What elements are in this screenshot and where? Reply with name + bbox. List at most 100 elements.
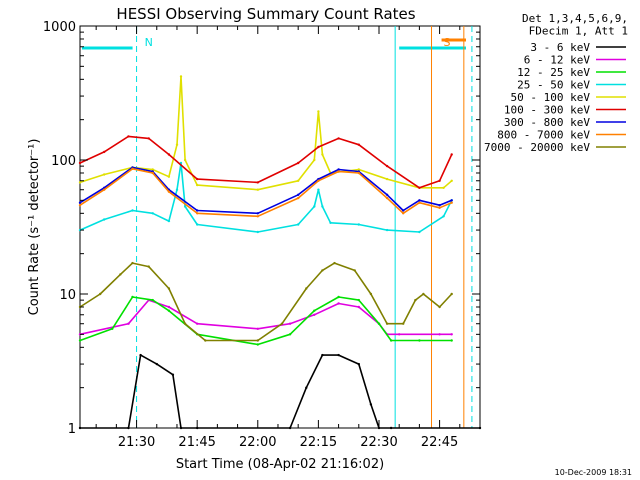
- x-axis: 21:30 21:45 22:00 22:15 22:30 22:45: [95, 26, 481, 450]
- data-point: [256, 339, 259, 342]
- data-point: [99, 292, 102, 296]
- data-point: [256, 188, 259, 191]
- y-tick-label: 1: [68, 422, 76, 437]
- data-point: [179, 426, 183, 430]
- data-point: [256, 215, 259, 218]
- y-tick-label: 100: [51, 154, 76, 169]
- data-point: [402, 322, 405, 325]
- y-axis: 1 10 100 1000: [43, 20, 480, 437]
- legend-entry-label: 25 - 50 keV: [517, 79, 590, 92]
- data-point: [321, 269, 324, 272]
- series-line: [79, 75, 453, 191]
- data-point: [151, 171, 154, 175]
- x-tick-label: 22:45: [421, 435, 458, 450]
- data-point: [147, 137, 150, 140]
- data-point: [297, 179, 300, 182]
- data-point: [353, 269, 356, 272]
- series-group: [78, 353, 482, 430]
- data-point: [297, 193, 300, 196]
- legend-entry-label: 100 - 300 keV: [504, 104, 590, 117]
- data-point: [78, 201, 82, 204]
- data-point: [333, 261, 336, 265]
- data-point: [402, 212, 405, 215]
- data-point: [103, 150, 106, 154]
- series-group: [78, 295, 453, 346]
- data-point: [438, 305, 441, 309]
- plot-area-border: [79, 25, 481, 429]
- data-point: [288, 426, 292, 430]
- data-point: [442, 186, 445, 189]
- data-point: [167, 219, 171, 223]
- series-layer: [78, 75, 482, 430]
- data-point: [103, 218, 106, 221]
- y-tick-label: 10: [59, 288, 76, 303]
- data-point: [442, 215, 445, 218]
- data-point: [127, 426, 130, 430]
- data-point: [450, 333, 453, 336]
- data-point: [297, 223, 300, 226]
- data-point: [131, 261, 134, 265]
- data-point: [389, 339, 393, 342]
- y-tick-label: 1000: [43, 20, 76, 35]
- x-tick-label: 22:15: [300, 435, 337, 450]
- data-point: [369, 403, 373, 406]
- data-point: [369, 292, 373, 296]
- data-point: [317, 110, 320, 113]
- annotation-label: N: [145, 36, 153, 49]
- data-point: [167, 153, 171, 156]
- data-point: [385, 193, 389, 196]
- data-point: [288, 333, 292, 336]
- data-point: [151, 212, 154, 215]
- data-point: [111, 327, 114, 330]
- data-point: [450, 292, 453, 296]
- data-point: [337, 137, 340, 140]
- data-point: [450, 201, 453, 204]
- data-point: [167, 175, 171, 178]
- data-point: [438, 179, 441, 182]
- data-point: [147, 265, 150, 268]
- series-group: [78, 166, 453, 215]
- data-point: [196, 212, 199, 215]
- series-line: [79, 166, 453, 215]
- data-point: [78, 181, 82, 184]
- data-point: [183, 205, 187, 208]
- x-tick-label: 22:30: [360, 435, 397, 450]
- data-point: [438, 333, 441, 336]
- series-line: [79, 168, 453, 218]
- data-point: [385, 228, 389, 232]
- data-point: [280, 322, 284, 325]
- data-point: [385, 322, 389, 325]
- data-point: [131, 167, 134, 170]
- data-point: [78, 204, 82, 207]
- data-point: [175, 188, 179, 191]
- series-group: [78, 261, 453, 342]
- data-point: [183, 322, 187, 325]
- data-point: [78, 339, 82, 342]
- legend-header: FDecim 1, Att 1: [529, 25, 628, 38]
- annotation-label: S: [444, 36, 451, 49]
- data-point: [127, 135, 130, 138]
- data-point: [305, 287, 308, 290]
- data-point: [389, 426, 393, 430]
- data-point: [422, 292, 425, 296]
- data-point: [418, 339, 421, 342]
- x-tick-label: 22:00: [239, 435, 276, 450]
- data-point: [357, 143, 360, 146]
- data-point: [183, 158, 187, 162]
- data-point: [313, 158, 316, 162]
- data-point: [450, 179, 453, 182]
- series-line: [79, 162, 453, 233]
- plot-frame: [79, 25, 481, 429]
- data-point: [305, 386, 308, 389]
- series-line: [79, 296, 452, 346]
- legend-entry-label: 50 - 100 keV: [511, 91, 591, 104]
- data-point: [175, 143, 179, 146]
- data-point: [398, 333, 401, 336]
- data-point: [131, 295, 134, 299]
- legend-entry-label: 800 - 7000 keV: [497, 129, 590, 142]
- data-point: [385, 196, 389, 200]
- data-point: [204, 339, 207, 342]
- data-point: [450, 199, 453, 202]
- data-point: [321, 153, 324, 156]
